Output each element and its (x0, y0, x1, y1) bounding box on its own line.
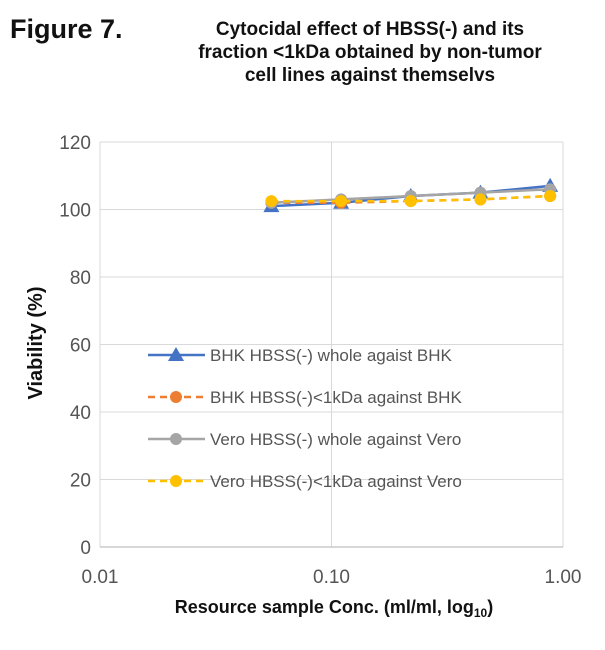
x-tick-label: 1.00 (545, 567, 582, 588)
legend-label: BHK HBSS(-) whole agaist BHK (210, 346, 453, 365)
circle-marker (265, 195, 278, 208)
circle-marker (170, 475, 182, 487)
figure-label: Figure 7. (10, 14, 123, 44)
y-tick-label: 60 (70, 336, 91, 357)
y-axis-title: Viability (%) (25, 287, 47, 400)
circle-marker (335, 195, 348, 208)
legend-item: Vero HBSS(-)<1kDa against Vero (148, 472, 462, 491)
y-tick-label: 120 (59, 133, 91, 154)
triangle-marker (168, 347, 184, 361)
x-tick-labels: 0.01 0.10 1.00 (82, 567, 582, 588)
circle-marker (474, 193, 487, 206)
circle-marker (404, 195, 417, 208)
legend-label: Vero HBSS(-) whole against Vero (210, 430, 461, 449)
y-tick-label: 100 (59, 201, 91, 222)
figure-title: Cytocidal effect of HBSS(-) and its frac… (198, 19, 542, 86)
data-series (263, 177, 559, 213)
circle-marker (544, 190, 557, 202)
y-tick-labels: 0 20 40 60 80 100 120 (59, 133, 91, 559)
y-tick-label: 0 (80, 538, 91, 559)
y-tick-label: 40 (70, 403, 91, 424)
legend-label: BHK HBSS(-)<1kDa against BHK (210, 388, 462, 407)
series-line (271, 194, 551, 203)
x-axis-title: Resource sample Conc. (ml/ml, log10) (175, 597, 493, 620)
y-tick-label: 80 (70, 268, 91, 289)
x-tick-label: 0.01 (82, 567, 119, 588)
legend-item: Vero HBSS(-) whole against Vero (148, 430, 461, 449)
legend-item: BHK HBSS(-)<1kDa against BHK (148, 388, 462, 407)
legend-label: Vero HBSS(-)<1kDa against Vero (210, 472, 462, 491)
legend: BHK HBSS(-) whole agaist BHK BHK HBSS(-)<… (148, 346, 462, 491)
legend-item: BHK HBSS(-) whole agaist BHK (148, 346, 453, 365)
circle-marker (170, 391, 182, 403)
y-tick-label: 20 (70, 471, 91, 492)
x-tick-label: 0.10 (313, 567, 350, 588)
series-4 (265, 190, 557, 208)
circle-marker (170, 433, 182, 445)
